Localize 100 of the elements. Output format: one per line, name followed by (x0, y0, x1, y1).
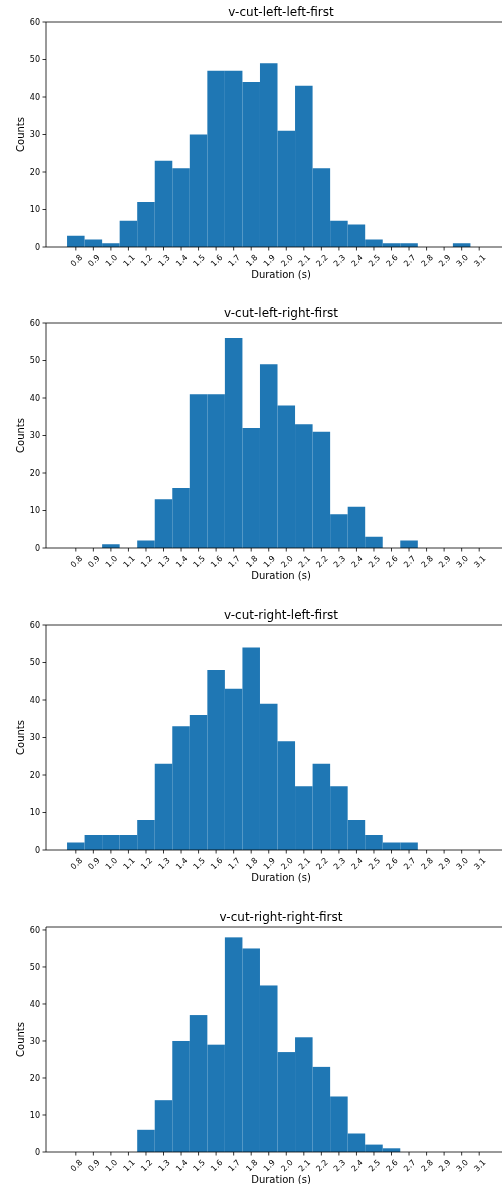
x-tick-label: 0.8 (68, 253, 85, 269)
x-tick-label: 2.6 (384, 1158, 400, 1174)
x-tick-label: 1.2 (138, 554, 155, 570)
x-tick-label: 1.0 (103, 1158, 120, 1174)
y-tick-label: 60 (29, 17, 40, 27)
y-axis-title: Counts (15, 117, 26, 152)
x-tick-label: 2.5 (366, 856, 383, 872)
x-tick-label: 2.6 (384, 253, 400, 269)
x-tick-label: 1.5 (191, 554, 207, 570)
x-tick-label: 1.0 (103, 856, 120, 872)
x-tick-label: 2.5 (366, 253, 383, 269)
x-tick-label: 2.9 (437, 856, 453, 872)
x-tick-label: 1.3 (156, 1158, 172, 1174)
x-tick-label: 1.4 (174, 554, 190, 570)
y-tick-label: 10 (29, 808, 40, 818)
x-tick-label: 1.7 (226, 253, 243, 269)
x-tick-label: 2.0 (279, 1158, 295, 1174)
y-tick-label: 40 (29, 92, 40, 102)
x-tick-label: 3.1 (472, 856, 488, 872)
x-tick-label: 2.0 (279, 253, 295, 269)
x-tick-label: 1.4 (174, 253, 190, 269)
x-tick-label: 1.1 (121, 856, 137, 872)
x-tick-label: 2.7 (402, 1158, 418, 1174)
x-tick-label: 2.9 (437, 1158, 453, 1174)
x-tick-label: 0.8 (68, 1158, 85, 1174)
x-tick-label: 0.8 (68, 856, 85, 872)
y-tick-label: 10 (29, 205, 40, 215)
x-tick-label: 2.1 (296, 554, 313, 570)
x-tick-label: 1.2 (138, 1158, 155, 1174)
x-tick-label: 2.3 (331, 554, 348, 570)
x-tick-label: 2.8 (419, 856, 435, 872)
x-tick-label: 2.4 (349, 1158, 365, 1174)
y-tick-label: 40 (29, 695, 40, 705)
y-tick-label: 40 (29, 393, 40, 403)
x-tick-label: 3.0 (454, 253, 471, 269)
x-tick-label: 2.7 (402, 856, 418, 872)
x-tick-label: 1.7 (226, 554, 243, 570)
x-tick-label: 2.0 (279, 856, 295, 872)
y-axis-title: Counts (15, 418, 26, 453)
x-tick-label: 1.8 (244, 253, 260, 269)
x-tick-label: 2.2 (314, 856, 330, 872)
x-axis-title: Duration (s) (251, 872, 311, 883)
x-tick-label: 2.4 (349, 554, 365, 570)
x-tick-label: 2.8 (419, 253, 435, 269)
x-tick-label: 1.6 (209, 856, 225, 872)
x-tick-label: 2.6 (384, 554, 400, 570)
x-tick-label: 1.0 (103, 253, 120, 269)
y-tick-label: 50 (29, 55, 40, 65)
x-tick-label: 3.1 (472, 554, 488, 570)
x-tick-label: 1.5 (191, 253, 207, 269)
y-tick-label: 0 (34, 543, 40, 553)
y-tick-label: 30 (29, 130, 40, 140)
x-tick-label: 1.8 (244, 554, 260, 570)
y-axis-title: Counts (15, 1022, 26, 1057)
x-tick-label: 2.3 (331, 253, 348, 269)
x-tick-label: 2.1 (296, 1158, 313, 1174)
x-tick-label: 2.4 (349, 253, 365, 269)
x-tick-label: 3.0 (454, 856, 471, 872)
y-tick-label: 20 (29, 167, 40, 177)
y-tick-label: 20 (29, 770, 40, 780)
x-tick-label: 1.3 (156, 253, 172, 269)
x-tick-label: 0.9 (86, 253, 102, 269)
x-tick-label: 3.1 (472, 1158, 488, 1174)
x-tick-label: 2.3 (331, 856, 348, 872)
x-axis-title: Duration (s) (251, 1174, 311, 1184)
x-tick-label: 2.5 (366, 554, 383, 570)
x-tick-label: 2.7 (402, 554, 418, 570)
x-tick-label: 1.3 (156, 554, 172, 570)
x-tick-label: 3.0 (454, 554, 471, 570)
x-tick-label: 1.5 (191, 856, 207, 872)
x-tick-label: 1.1 (121, 1158, 137, 1174)
x-tick-label: 1.9 (261, 253, 278, 269)
y-tick-label: 40 (29, 999, 40, 1009)
x-tick-label: 1.6 (209, 253, 225, 269)
x-tick-label: 2.9 (437, 253, 453, 269)
x-tick-label: 2.2 (314, 1158, 330, 1174)
x-tick-label: 2.2 (314, 554, 330, 570)
chart-title: v-cut-right-left-first (223, 608, 339, 622)
y-tick-label: 30 (29, 733, 40, 743)
x-tick-label: 2.7 (402, 253, 418, 269)
x-tick-label: 3.1 (472, 253, 488, 269)
x-tick-label: 1.0 (103, 554, 120, 570)
x-tick-label: 2.0 (279, 554, 295, 570)
x-tick-label: 2.1 (296, 253, 313, 269)
x-tick-label: 1.9 (261, 554, 278, 570)
x-tick-label: 1.8 (244, 856, 260, 872)
y-tick-label: 50 (29, 658, 40, 668)
x-tick-label: 1.3 (156, 856, 172, 872)
x-tick-label: 1.6 (209, 1158, 225, 1174)
x-tick-label: 1.6 (209, 554, 225, 570)
y-tick-label: 30 (29, 431, 40, 441)
x-tick-label: 1.8 (244, 1158, 260, 1174)
x-axis-title: Duration (s) (251, 269, 311, 280)
y-tick-label: 0 (34, 845, 40, 855)
x-tick-label: 2.4 (349, 856, 365, 872)
x-tick-label: 1.2 (138, 856, 155, 872)
y-tick-label: 20 (29, 468, 40, 478)
y-tick-label: 10 (29, 1110, 40, 1120)
x-tick-label: 0.9 (86, 554, 102, 570)
x-tick-label: 1.4 (174, 856, 190, 872)
